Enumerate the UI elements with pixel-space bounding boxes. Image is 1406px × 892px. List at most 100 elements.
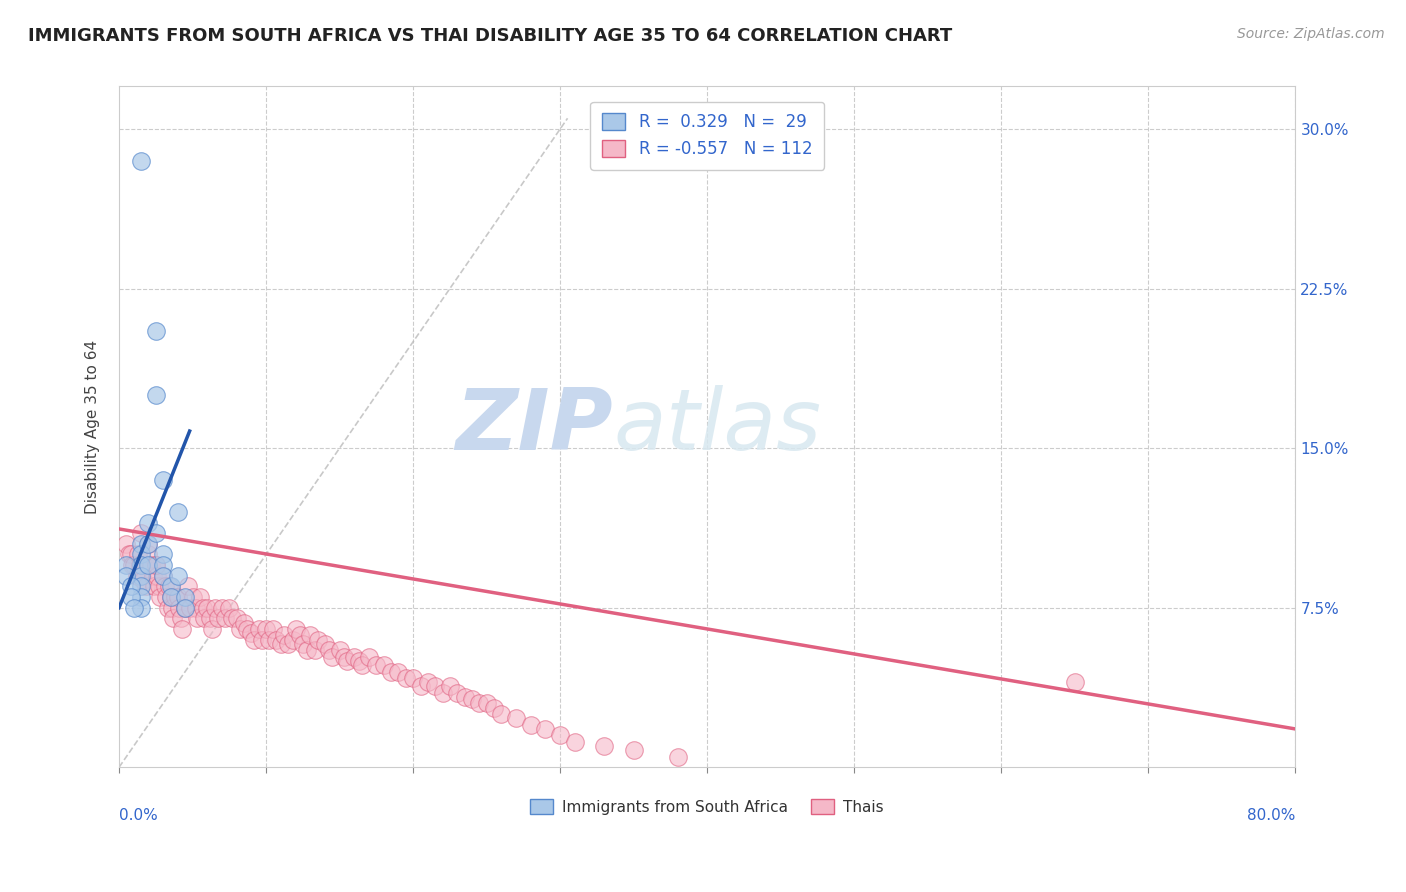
Text: ZIP: ZIP [456,385,613,468]
Point [233,615,256,630]
Point [321,649,343,664]
Point [281,632,304,647]
Text: 80.0%: 80.0% [1247,808,1295,823]
Point [314,637,336,651]
Point [201,622,224,636]
Point [228,622,250,636]
Point [155,590,177,604]
Point [167,505,190,519]
Point [138,548,160,562]
Point [145,388,167,402]
Point [179,600,201,615]
Point [120,579,142,593]
Point [174,600,197,615]
Point [273,628,295,642]
Point [247,622,270,636]
Point [181,590,204,604]
Point [115,568,138,582]
Point [439,680,461,694]
Point [416,675,439,690]
Point [145,324,167,338]
Point [129,153,152,168]
Point [131,573,153,587]
Point [174,600,197,615]
Point [221,611,243,625]
Point [505,711,527,725]
Point [159,590,181,604]
Point [262,622,284,636]
Point [174,590,197,604]
Text: 0.0%: 0.0% [120,808,157,823]
Point [134,579,156,593]
Point [432,686,454,700]
Point [120,548,142,562]
Point [115,537,138,551]
Point [141,558,163,573]
Point [184,600,207,615]
Point [138,558,160,573]
Point [453,690,475,704]
Point [145,558,167,573]
Point [468,697,491,711]
Point [129,568,152,582]
Point [125,568,148,582]
Point [159,590,181,604]
Point [152,558,174,573]
Point [1063,675,1085,690]
Point [142,568,165,582]
Point [409,680,432,694]
Point [156,600,179,615]
Point [366,658,388,673]
Point [200,611,222,625]
Text: Source: ZipAtlas.com: Source: ZipAtlas.com [1237,27,1385,41]
Point [128,558,150,573]
Point [347,654,370,668]
Point [172,622,194,636]
Point [152,548,174,562]
Point [211,600,233,615]
Point [240,626,263,640]
Point [149,590,172,604]
Point [118,548,141,562]
Point [236,622,259,636]
Point [129,526,152,541]
Y-axis label: Disability Age 35 to 64: Disability Age 35 to 64 [86,340,100,514]
Point [129,590,152,604]
Point [250,632,273,647]
Point [152,568,174,582]
Point [395,671,418,685]
Legend: Immigrants from South Africa, Thais: Immigrants from South Africa, Thais [524,793,890,821]
Point [167,590,190,604]
Point [380,665,402,679]
Point [475,697,498,711]
Point [145,558,167,573]
Point [127,548,149,562]
Point [270,637,292,651]
Point [291,637,314,651]
Text: atlas: atlas [613,385,821,468]
Text: IMMIGRANTS FROM SOUTH AFRICA VS THAI DISABILITY AGE 35 TO 64 CORRELATION CHART: IMMIGRANTS FROM SOUTH AFRICA VS THAI DIS… [28,27,952,45]
Point [159,579,181,593]
Point [243,632,266,647]
Point [666,749,689,764]
Point [129,548,152,562]
Point [152,568,174,582]
Point [207,611,229,625]
Point [115,558,138,573]
Point [153,579,176,593]
Point [225,611,247,625]
Point [318,643,340,657]
Point [157,579,180,593]
Point [299,628,322,642]
Point [357,649,380,664]
Point [138,537,160,551]
Point [446,686,468,700]
Point [387,665,409,679]
Point [193,611,215,625]
Point [266,632,288,647]
Point [129,600,152,615]
Point [163,590,186,604]
Point [186,611,208,625]
Point [520,717,543,731]
Point [288,628,311,642]
